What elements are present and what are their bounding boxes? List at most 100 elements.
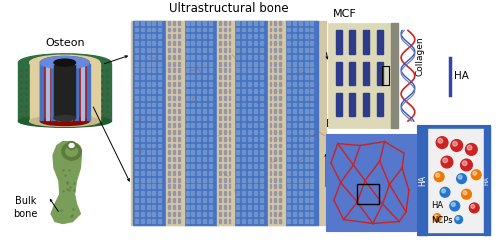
Bar (280, 212, 281, 216)
Bar (219, 171, 220, 175)
Bar (310, 96, 314, 100)
Bar (228, 150, 230, 154)
Bar (224, 171, 226, 175)
Bar (236, 123, 240, 127)
Bar (254, 171, 257, 175)
Bar (209, 109, 212, 113)
Bar (326, 134, 416, 231)
Bar (254, 123, 257, 127)
Bar (280, 178, 281, 182)
Bar (219, 178, 220, 182)
Bar (310, 191, 314, 195)
Bar (248, 109, 251, 113)
Bar (270, 191, 272, 195)
Bar (228, 109, 230, 113)
Bar (146, 48, 150, 52)
Bar (254, 69, 257, 72)
Bar (146, 130, 150, 134)
Bar (280, 157, 281, 161)
Bar (203, 21, 206, 25)
Bar (219, 82, 220, 86)
Bar (141, 191, 144, 195)
Bar (209, 198, 212, 202)
Bar (287, 184, 290, 188)
Bar (192, 82, 194, 86)
Bar (186, 34, 188, 38)
Bar (152, 191, 156, 195)
Bar (192, 109, 194, 113)
Ellipse shape (18, 115, 111, 127)
Bar (248, 21, 251, 25)
Bar (40, 64, 43, 120)
Bar (260, 69, 262, 72)
Bar (274, 69, 276, 72)
Bar (173, 116, 175, 120)
Bar (363, 62, 369, 85)
Bar (219, 55, 220, 59)
Bar (293, 89, 296, 93)
Bar (280, 164, 281, 168)
Bar (242, 157, 245, 161)
Bar (304, 96, 308, 100)
Bar (287, 157, 290, 161)
Bar (248, 41, 251, 45)
Bar (310, 34, 314, 38)
Bar (270, 164, 272, 168)
Bar (146, 178, 150, 182)
Bar (228, 178, 230, 182)
Bar (178, 171, 180, 175)
Bar (224, 184, 226, 188)
Bar (178, 116, 180, 120)
Bar (219, 34, 220, 38)
Bar (173, 212, 175, 216)
Bar (236, 150, 240, 154)
Bar (304, 69, 308, 72)
Bar (293, 103, 296, 106)
Bar (219, 48, 220, 52)
Bar (248, 55, 251, 59)
Bar (236, 75, 240, 79)
Bar (236, 41, 240, 45)
Bar (203, 109, 206, 113)
Bar (158, 123, 162, 127)
Bar (158, 75, 162, 79)
Bar (152, 137, 156, 141)
Bar (274, 205, 276, 209)
Bar (287, 62, 290, 66)
Bar (270, 27, 272, 31)
Bar (248, 144, 251, 148)
Bar (141, 55, 144, 59)
Bar (270, 212, 272, 216)
Bar (287, 178, 290, 182)
Bar (224, 137, 226, 141)
Bar (254, 62, 257, 66)
Bar (310, 69, 314, 72)
Bar (152, 89, 156, 93)
Bar (336, 93, 342, 116)
Bar (203, 34, 206, 38)
Bar (242, 41, 245, 45)
Bar (209, 150, 212, 154)
Bar (260, 34, 262, 38)
Bar (173, 150, 175, 154)
Bar (178, 191, 180, 195)
Bar (299, 212, 302, 216)
Bar (248, 212, 251, 216)
Bar (248, 69, 251, 72)
Bar (224, 55, 226, 59)
Bar (168, 198, 170, 202)
Bar (219, 89, 220, 93)
Bar (228, 157, 230, 161)
Bar (280, 75, 281, 79)
Bar (209, 123, 212, 127)
Bar (141, 21, 144, 25)
Bar (260, 27, 262, 31)
Bar (178, 109, 180, 113)
Bar (228, 137, 230, 141)
Bar (146, 109, 150, 113)
Bar (242, 219, 245, 223)
Circle shape (434, 214, 441, 222)
Bar (260, 96, 262, 100)
Bar (158, 27, 162, 31)
Bar (178, 150, 180, 154)
